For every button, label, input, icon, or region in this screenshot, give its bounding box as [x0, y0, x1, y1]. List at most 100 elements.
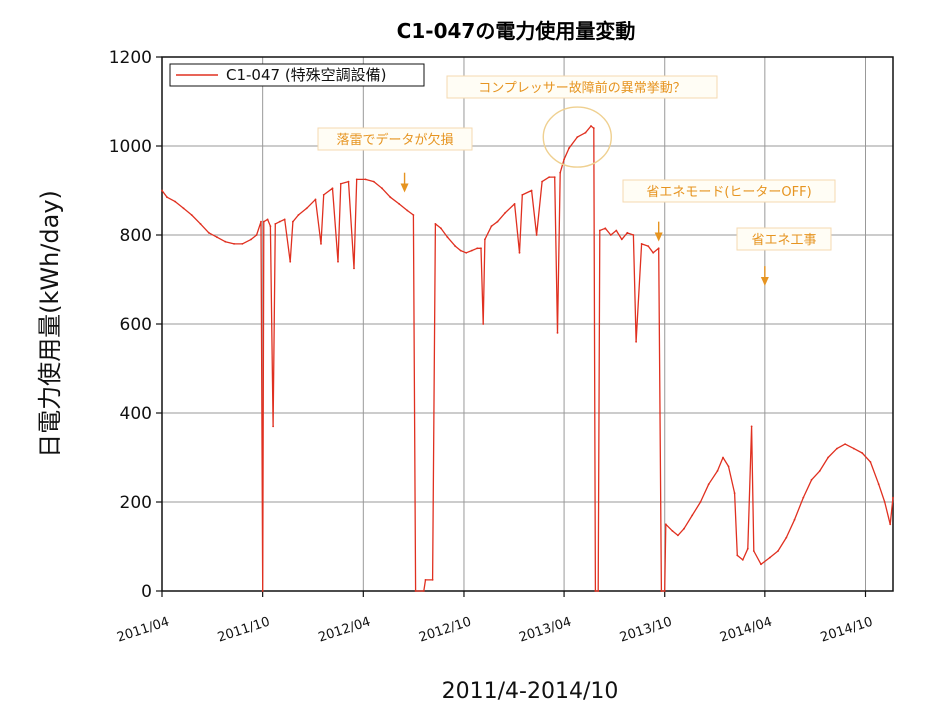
data-point — [250, 238, 253, 241]
x-axis-label: 2011/4-2014/10 — [442, 679, 619, 704]
data-point — [707, 483, 710, 486]
data-point — [760, 563, 762, 566]
annotation-label: コンプレッサー故障前の異常挙動？ — [478, 80, 686, 96]
data-point — [322, 194, 325, 196]
data-point — [548, 176, 551, 179]
data-point — [768, 556, 771, 559]
data-point — [609, 234, 612, 236]
data-point — [174, 200, 177, 203]
data-point — [470, 249, 473, 252]
data-point — [269, 225, 272, 228]
data-point — [389, 196, 392, 199]
y-axis-label: 日電力使用量(kWh/day) — [36, 190, 64, 458]
data-point — [161, 189, 163, 192]
data-point — [683, 527, 685, 530]
y-tick-label: 1200 — [109, 48, 152, 68]
data-point — [224, 240, 227, 243]
data-point — [877, 483, 880, 486]
data-point — [869, 461, 872, 463]
data-point — [459, 249, 462, 252]
data-point — [476, 247, 479, 250]
data-point — [504, 211, 507, 214]
y-tick-label: 200 — [120, 493, 152, 513]
data-point — [844, 443, 846, 445]
data-point — [414, 590, 417, 592]
data-point — [292, 220, 294, 223]
data-point — [513, 203, 516, 205]
data-point — [597, 590, 600, 592]
data-point — [353, 267, 355, 270]
legend-box — [169, 63, 425, 87]
data-point — [556, 332, 559, 334]
data-point — [233, 243, 236, 245]
x-tick-label: 2013/04 — [517, 615, 573, 646]
data-point — [347, 180, 350, 183]
data-point — [166, 196, 168, 199]
data-point — [647, 245, 650, 248]
data-point — [182, 207, 185, 210]
x-tick-label: 2012/10 — [417, 615, 473, 646]
data-point — [741, 559, 744, 561]
data-point — [521, 194, 524, 196]
data-point — [260, 220, 262, 223]
legend: C1-047 (特殊空調設備) — [169, 63, 425, 87]
annotation-box — [736, 227, 832, 251]
annotation-circle — [542, 106, 612, 168]
chart-title: C1-047の電力使用量変動 — [397, 19, 636, 43]
grid — [162, 57, 893, 591]
series-line-0 — [161, 125, 894, 592]
annotation-box — [446, 75, 718, 99]
data-point — [424, 579, 427, 581]
x-tick-label: 2013/10 — [618, 615, 674, 646]
data-point — [632, 234, 635, 236]
data-point — [671, 530, 674, 532]
data-point — [590, 125, 592, 127]
data-point — [889, 523, 892, 526]
data-point — [892, 496, 894, 499]
data-point — [278, 220, 281, 223]
data-point — [853, 447, 855, 450]
data-point — [484, 238, 486, 241]
data-point — [339, 182, 342, 185]
data-point — [261, 590, 264, 592]
data-point — [372, 180, 375, 183]
y-tick-label: 800 — [120, 226, 152, 246]
data-point — [480, 247, 482, 250]
data-point — [530, 189, 533, 192]
y-tick-label: 600 — [120, 315, 152, 335]
data-point — [535, 234, 538, 236]
data-point — [691, 514, 694, 517]
data-point — [266, 218, 269, 221]
y-tick-label: 400 — [120, 404, 152, 424]
annotations: 落雷でデータが欠損 コンプレッサー故障前の異常挙動？ 省エネモード(ヒーターOFF)… — [317, 75, 836, 286]
y-tick-label: 1000 — [109, 137, 152, 157]
data-point — [716, 470, 719, 472]
data-point — [727, 465, 730, 468]
data-point — [398, 203, 400, 205]
data-point — [793, 518, 796, 521]
data-point — [563, 158, 565, 161]
data-point — [559, 171, 562, 174]
data-point — [640, 243, 643, 245]
annotation-box — [622, 179, 836, 203]
data-point — [615, 229, 618, 232]
data-point — [446, 236, 449, 239]
data-point — [802, 496, 805, 499]
data-point — [750, 425, 753, 428]
data-point — [465, 251, 468, 254]
data-point — [663, 590, 666, 592]
annotation-box — [317, 127, 473, 151]
data-point — [626, 231, 629, 234]
x-tick-label: 2011/10 — [216, 615, 272, 646]
data-point — [216, 236, 218, 239]
data-point — [406, 209, 409, 212]
data-point — [827, 456, 829, 459]
data-point — [364, 178, 367, 181]
data-point — [620, 238, 623, 241]
data-point — [818, 470, 821, 472]
data-point — [699, 501, 702, 503]
data-point — [657, 247, 660, 250]
data-point — [199, 223, 202, 225]
data-point — [635, 340, 637, 343]
data-point — [568, 147, 570, 150]
